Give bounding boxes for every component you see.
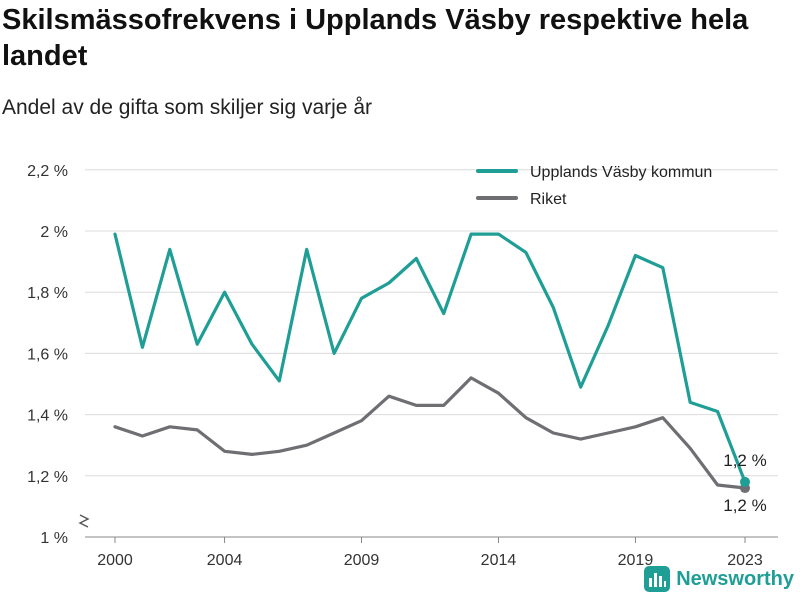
y-tick-label: 1,2 %: [27, 469, 68, 486]
y-tick-label: 1,6 %: [27, 346, 68, 363]
end-labels: 1,2 % 1,2 %: [723, 451, 766, 515]
chart-title: Skilsmässofrekvens i Upplands Väsby resp…: [2, 4, 749, 72]
x-axis: 2000 2004 2009 2014 2019 2023: [78, 514, 778, 569]
y-tick-label: 1,8 %: [27, 285, 68, 302]
bar-chart-icon: [644, 566, 671, 592]
legend: Upplands Väsby kommun Riket: [476, 164, 712, 208]
x-tick-label: 2014: [481, 552, 517, 569]
axis-break-icon: [78, 514, 90, 528]
x-tick-label: 2004: [207, 552, 243, 569]
brand-name: Newsworthy: [676, 567, 794, 590]
chart-subtitle: Andel av de gifta som skiljer sig varje …: [2, 96, 372, 119]
legend-label: Riket: [530, 191, 567, 208]
y-tick-label: 1,4 %: [27, 408, 68, 425]
y-axis-tick-labels: 2,2 % 2 % 1,8 % 1,6 % 1,4 % 1,2 % 1 %: [27, 163, 68, 547]
x-tick-label: 2023: [727, 552, 763, 569]
x-tick-label: 2000: [97, 552, 133, 569]
x-tick-label: 2019: [618, 552, 654, 569]
series-end-point: [740, 476, 750, 487]
end-label: 1,2 %: [723, 496, 766, 515]
y-tick-label: 2,2 %: [27, 163, 68, 180]
series-line: [113, 232, 747, 484]
series-lines: [113, 232, 750, 494]
legend-label: Upplands Väsby kommun: [530, 164, 712, 181]
y-tick-label: 2 %: [40, 224, 68, 241]
series-line: [113, 376, 747, 490]
x-tick-label: 2009: [344, 552, 380, 569]
end-label: 1,2 %: [723, 451, 766, 470]
newsworthy-logo: Newsworthy: [644, 564, 794, 594]
y-tick-label: 1 %: [40, 530, 68, 547]
